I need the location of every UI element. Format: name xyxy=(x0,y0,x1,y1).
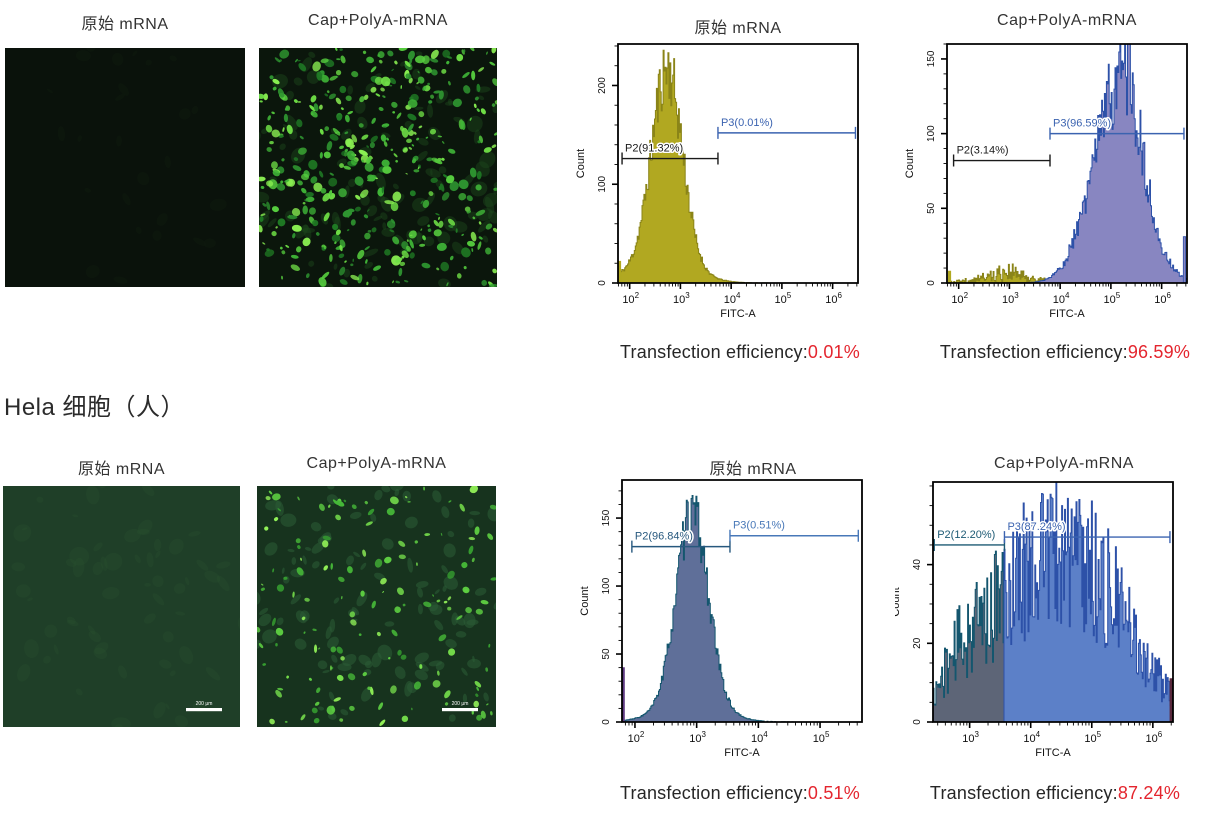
svg-text:200 μm: 200 μm xyxy=(452,701,469,707)
svg-text:0: 0 xyxy=(597,280,608,286)
svg-text:50: 50 xyxy=(926,202,937,214)
svg-text:FITC-A: FITC-A xyxy=(720,308,756,320)
svg-text:103: 103 xyxy=(673,291,690,306)
flow-title-row2-cap-polya: Cap+PolyA-mRNA xyxy=(994,455,1134,472)
svg-text:105: 105 xyxy=(1084,730,1101,745)
flow-histogram-row2-cap-polya: P2(12.20%) P3(87.24%) 103 104 105 106 0 20 40 FIT… xyxy=(895,481,1174,759)
efficiency-value: 0.01% xyxy=(807,342,860,362)
svg-text:104: 104 xyxy=(751,730,768,745)
svg-text:P2(3.14%): P2(3.14%) xyxy=(957,145,1009,157)
svg-text:100: 100 xyxy=(597,175,608,192)
svg-text:102: 102 xyxy=(951,291,968,306)
svg-text:103: 103 xyxy=(962,730,979,745)
efficiency-row2-cap-polya: Transfection efficiency:87.24% xyxy=(905,783,1205,804)
fluorescence-image-row1-cap-polya xyxy=(259,48,497,287)
cell-line-label-hela: Hela 细胞（人） xyxy=(4,394,186,421)
flow-histogram-row2-original: P2(96.84%) P3(0.51%) 102 103 104 105 0 50 100 150… xyxy=(579,479,863,759)
svg-text:100: 100 xyxy=(601,577,612,594)
svg-text:106: 106 xyxy=(1154,291,1171,306)
efficiency-row1-original: Transfection efficiency:0.01% xyxy=(585,342,895,363)
svg-text:200: 200 xyxy=(597,77,608,94)
flow-histogram-row1-cap-polya: P2(3.14%) P3(96.59%) 102 103 104 105 106 0 50 100… xyxy=(904,43,1188,320)
svg-text:105: 105 xyxy=(775,291,792,306)
svg-text:104: 104 xyxy=(724,291,741,306)
svg-text:P3(0.01%): P3(0.01%) xyxy=(721,117,773,129)
svg-text:200 μm: 200 μm xyxy=(196,701,213,707)
svg-text:P2(96.84%): P2(96.84%) xyxy=(635,531,693,543)
svg-text:P2(91.32%): P2(91.32%) xyxy=(625,143,683,155)
svg-text:Count: Count xyxy=(575,149,587,178)
fluorescence-image-row2-original: 200 μm xyxy=(3,486,240,727)
efficiency-value: 87.24% xyxy=(1117,783,1181,803)
efficiency-label: Transfection efficiency: xyxy=(939,342,1128,362)
microscopy-title-row1-original: 原始 mRNA xyxy=(81,16,169,33)
microscopy-title-row2-cap-polya: Cap+PolyA-mRNA xyxy=(306,455,447,472)
svg-text:103: 103 xyxy=(1002,291,1019,306)
svg-text:P3(96.59%): P3(96.59%) xyxy=(1053,118,1111,130)
svg-text:20: 20 xyxy=(912,637,923,649)
efficiency-label: Transfection efficiency: xyxy=(620,783,808,803)
svg-text:Count: Count xyxy=(904,149,916,178)
svg-text:P2(12.20%): P2(12.20%) xyxy=(937,529,995,541)
svg-text:0: 0 xyxy=(926,280,937,286)
svg-text:102: 102 xyxy=(628,730,645,745)
efficiency-label: Transfection efficiency: xyxy=(929,783,1118,803)
fluorescence-image-row1-original xyxy=(5,48,245,287)
svg-text:100: 100 xyxy=(926,125,937,142)
efficiency-row1-cap-polya: Transfection efficiency:96.59% xyxy=(915,342,1215,363)
efficiency-value: 0.51% xyxy=(807,783,860,803)
svg-text:0: 0 xyxy=(912,719,923,725)
efficiency-value: 96.59% xyxy=(1127,342,1191,362)
svg-text:103: 103 xyxy=(689,730,706,745)
efficiency-row2-original: Transfection efficiency:0.51% xyxy=(585,783,895,804)
svg-text:150: 150 xyxy=(601,509,612,526)
fluorescence-image-row2-cap-polya: 200 μm xyxy=(257,486,496,727)
svg-text:Count: Count xyxy=(579,586,591,615)
svg-text:0: 0 xyxy=(601,719,612,725)
svg-text:104: 104 xyxy=(1053,291,1070,306)
svg-text:150: 150 xyxy=(926,50,937,67)
svg-text:P3(0.51%): P3(0.51%) xyxy=(733,520,785,532)
microscopy-title-row2-original: 原始 mRNA xyxy=(77,461,166,478)
svg-text:FITC-A: FITC-A xyxy=(1049,308,1085,320)
flow-title-row1-original: 原始 mRNA xyxy=(694,20,782,37)
svg-text:105: 105 xyxy=(1104,291,1121,306)
svg-text:40: 40 xyxy=(912,559,923,571)
flow-histogram-row1-original: P2(91.32%) P3(0.01%) 102 103 104 105 106 0 100 20… xyxy=(575,43,859,320)
flow-title-row1-cap-polya: Cap+PolyA-mRNA xyxy=(997,12,1137,29)
svg-text:FITC-A: FITC-A xyxy=(724,747,760,759)
svg-text:106: 106 xyxy=(825,291,842,306)
efficiency-label: Transfection efficiency: xyxy=(620,342,808,362)
svg-text:P3(87.24%): P3(87.24%) xyxy=(1007,521,1065,533)
svg-text:105: 105 xyxy=(813,730,830,745)
svg-text:104: 104 xyxy=(1023,730,1040,745)
flow-title-row2-original: 原始 mRNA xyxy=(709,461,797,478)
microscopy-title-row1-cap-polya: Cap+PolyA-mRNA xyxy=(308,12,448,29)
svg-text:106: 106 xyxy=(1145,730,1162,745)
svg-text:FITC-A: FITC-A xyxy=(1035,747,1071,759)
svg-text:102: 102 xyxy=(622,291,639,306)
svg-text:50: 50 xyxy=(601,648,612,660)
svg-text:Count: Count xyxy=(895,587,902,616)
